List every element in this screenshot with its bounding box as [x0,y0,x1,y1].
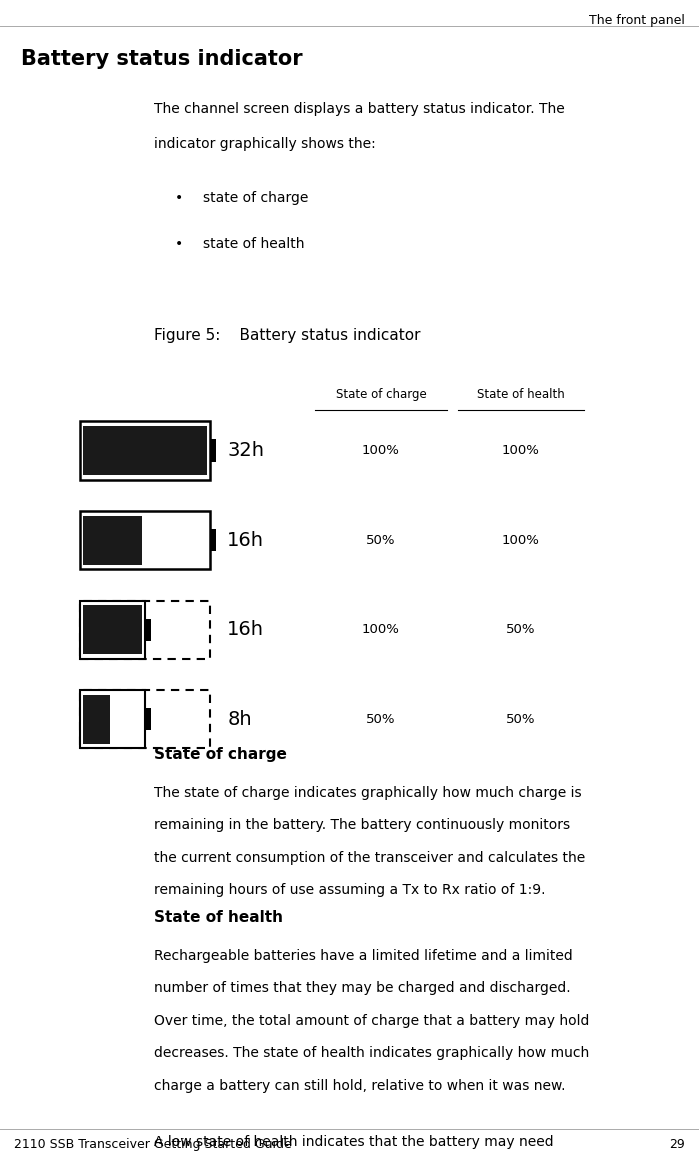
Text: State of health: State of health [477,388,565,400]
Bar [210,528,216,551]
Text: decreases. The state of health indicates graphically how much: decreases. The state of health indicates… [154,1046,589,1060]
Text: Battery status indicator: Battery status indicator [220,328,421,343]
Text: •: • [175,191,183,205]
Text: 8h: 8h [227,710,252,729]
Text: A low state of health indicates that the battery may need: A low state of health indicates that the… [154,1135,554,1149]
Text: State of charge: State of charge [336,388,426,400]
Text: State of health: State of health [154,910,283,925]
Bar [80,511,210,569]
Bar [145,708,152,731]
Bar [83,605,143,654]
Bar [83,516,143,565]
Text: number of times that they may be charged and discharged.: number of times that they may be charged… [154,981,570,995]
Text: The channel screen displays a battery status indicator. The: The channel screen displays a battery st… [154,102,565,116]
Text: 2110 SSB Transceiver Getting Started Guide: 2110 SSB Transceiver Getting Started Gui… [14,1138,291,1151]
Text: The front panel: The front panel [589,14,685,27]
Text: 100%: 100% [502,443,540,457]
Text: state of charge: state of charge [203,191,308,205]
Bar [145,619,152,640]
Bar [83,695,110,744]
Text: 50%: 50% [366,712,396,726]
Text: The state of charge indicates graphically how much charge is: The state of charge indicates graphicall… [154,786,582,800]
Text: 16h: 16h [227,620,264,639]
Bar [80,601,145,659]
Bar [80,690,210,748]
Text: 50%: 50% [366,533,396,547]
Text: •: • [175,237,183,251]
Text: charge a battery can still hold, relative to when it was new.: charge a battery can still hold, relativ… [154,1079,565,1093]
Text: remaining in the battery. The battery continuously monitors: remaining in the battery. The battery co… [154,818,570,832]
Text: Figure 5:: Figure 5: [154,328,220,343]
Text: 29: 29 [669,1138,685,1151]
Bar [80,690,145,748]
Text: State of charge: State of charge [154,747,287,762]
Text: indicator graphically shows the:: indicator graphically shows the: [154,137,375,151]
Text: state of health: state of health [203,237,304,251]
Text: Battery status indicator: Battery status indicator [21,49,303,69]
Text: 100%: 100% [362,623,400,637]
Bar [80,421,210,480]
Text: 50%: 50% [506,623,535,637]
Bar [80,601,210,659]
Bar [83,426,207,475]
Text: 100%: 100% [362,443,400,457]
Text: 100%: 100% [502,533,540,547]
Text: Over time, the total amount of charge that a battery may hold: Over time, the total amount of charge th… [154,1014,589,1028]
Text: 16h: 16h [227,531,264,549]
Text: the current consumption of the transceiver and calculates the: the current consumption of the transceiv… [154,851,585,865]
Text: Rechargeable batteries have a limited lifetime and a limited: Rechargeable batteries have a limited li… [154,949,572,963]
Text: 32h: 32h [227,441,264,460]
Text: 50%: 50% [506,712,535,726]
Bar [210,439,216,461]
Text: remaining hours of use assuming a Tx to Rx ratio of 1:9.: remaining hours of use assuming a Tx to … [154,883,545,897]
